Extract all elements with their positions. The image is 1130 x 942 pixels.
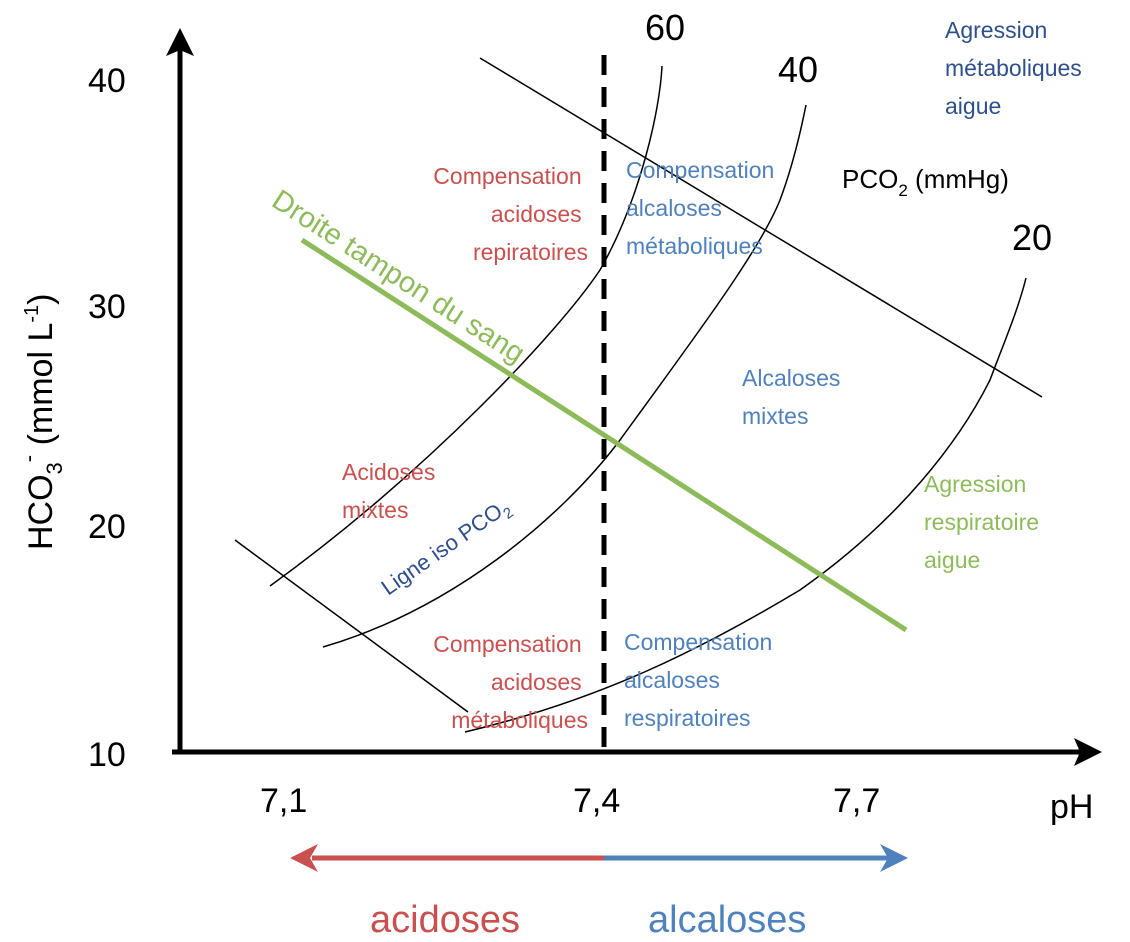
region-alcaloses-mixtes: Alcaloses mixtes <box>742 365 847 429</box>
alcaloses-mixtes-line-2: mixtes <box>742 403 808 429</box>
comp-acidoses-meta-line-3: métaboliques <box>451 707 588 733</box>
isobar-40-curve <box>322 104 807 648</box>
alcaloses-arrowhead <box>880 844 908 872</box>
agression-respiratoire-line-1: Agression <box>924 471 1026 497</box>
region-comp-alcaloses-respiratoires: Compensation alcaloses respiratoires <box>624 629 779 731</box>
comp-acidoses-meta-line-1: Compensation <box>433 631 581 657</box>
isobar-20-curve <box>464 277 1027 733</box>
y-tick-10: 10 <box>88 736 126 774</box>
x-axis-title: pH <box>1050 788 1093 826</box>
comp-alcaloses-resp-line-3: respiratoires <box>624 705 751 731</box>
region-agression-respiratoire: Agression respiratoire aigue <box>924 471 1045 573</box>
acidoses-mixtes-line-1: Acidoses <box>342 459 435 485</box>
comp-acidoses-resp-line-1: Compensation <box>433 163 581 189</box>
x-tick-7-1: 7,1 <box>260 782 307 820</box>
x-tick-labels: 7,1 7,4 7,7 <box>260 782 880 820</box>
agression-metabolique-line-1: Agression <box>945 17 1047 43</box>
comp-alcaloses-meta-line-2: alcaloses <box>626 195 722 221</box>
y-title-close: ) <box>22 294 60 305</box>
agression-metabolique-line-3: aigue <box>945 93 1001 119</box>
y-title-units-sup: -1 <box>21 305 43 323</box>
lower-diagonal-line <box>234 539 469 713</box>
straight-lines <box>234 57 1043 713</box>
pco2-legend-sub: 2 <box>898 181 907 200</box>
comp-acidoses-resp-line-3: repiratoires <box>473 239 588 265</box>
x-tick-7-4: 7,4 <box>573 782 620 820</box>
isobar-60-curve <box>269 65 663 587</box>
y-title-sub: 3 <box>42 462 67 474</box>
region-comp-acidoses-respiratoires: Compensation acidoses repiratoires <box>433 163 588 265</box>
axes <box>166 28 1102 766</box>
isobar-curves <box>269 65 1027 733</box>
pco2-legend-main: PCO <box>842 164 898 194</box>
comp-alcaloses-resp-line-1: Compensation <box>624 629 772 655</box>
y-title-sup: - <box>16 455 41 462</box>
region-acidoses-mixtes: Acidoses mixtes <box>342 459 442 523</box>
acidoses-arrowhead <box>290 844 318 872</box>
acidoses-mixtes-line-2: mixtes <box>342 497 408 523</box>
y-tick-labels: 40 30 20 10 <box>88 62 126 774</box>
x-tick-7-7: 7,7 <box>833 782 880 820</box>
y-title-units: (mmol L <box>22 323 60 455</box>
comp-alcaloses-meta-line-3: métaboliques <box>626 233 763 259</box>
region-comp-alcaloses-metaboliques: Compensation alcaloses métaboliques <box>626 157 781 259</box>
comp-acidoses-resp-line-2: acidoses <box>491 201 582 227</box>
buffer-line <box>300 237 908 633</box>
agression-metabolique-line-2: métaboliques <box>945 55 1082 81</box>
upper-diagonal-line <box>479 57 1043 398</box>
comp-alcaloses-meta-line-1: Compensation <box>626 157 774 183</box>
y-axis-title: HCO3- (mmol L-1) <box>16 294 67 551</box>
acidoses-label: acidoses <box>370 899 520 941</box>
pco2-legend: PCO2 (mmHg) <box>842 164 1009 200</box>
y-tick-40: 40 <box>88 62 126 100</box>
comp-alcaloses-resp-line-2: alcaloses <box>624 667 720 693</box>
alcaloses-mixtes-line-1: Alcaloses <box>742 365 840 391</box>
comp-acidoses-meta-line-2: acidoses <box>491 669 582 695</box>
bottom-arrows <box>290 844 908 872</box>
y-tick-30: 30 <box>88 288 126 326</box>
x-axis-arrowhead <box>1074 738 1102 766</box>
y-tick-20: 20 <box>88 508 126 546</box>
region-comp-acidoses-metaboliques: Compensation acidoses métaboliques <box>433 631 588 733</box>
isobar-40-label: 40 <box>778 49 818 90</box>
y-axis-arrowhead <box>166 28 194 56</box>
pco2-legend-units: (mmHg) <box>908 164 1009 194</box>
alcaloses-label: alcaloses <box>648 899 806 941</box>
region-agression-metabolique: Agression métaboliques aigue <box>945 17 1088 119</box>
y-title-main: HCO <box>22 474 60 550</box>
agression-respiratoire-line-2: respiratoire <box>924 509 1039 535</box>
isobar-60-label: 60 <box>645 7 685 48</box>
agression-respiratoire-line-3: aigue <box>924 547 980 573</box>
isobar-20-label: 20 <box>1012 217 1052 258</box>
